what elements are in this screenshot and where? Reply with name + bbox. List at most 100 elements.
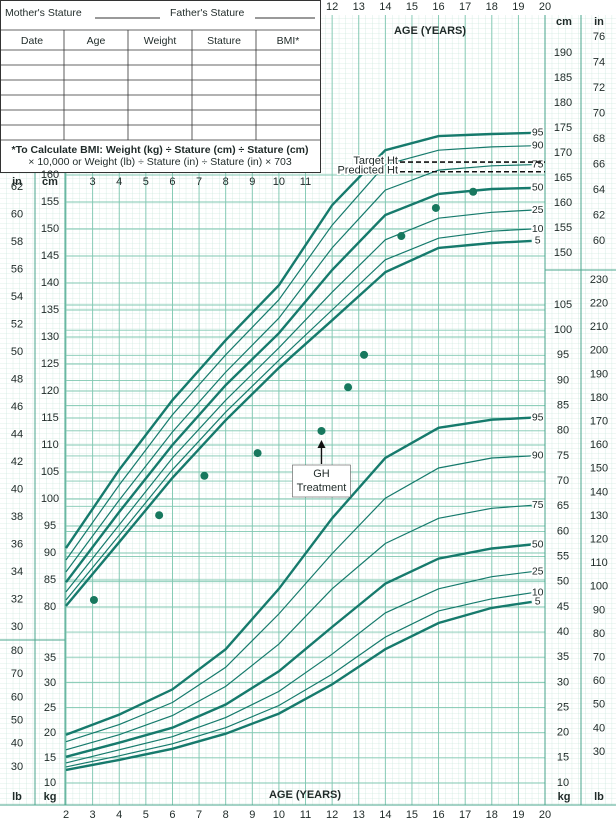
percentile-curve: [65, 228, 532, 601]
y-tick-label: 10: [557, 777, 569, 789]
x-tick-label: 5: [143, 176, 149, 188]
y-tick-label: 72: [593, 82, 605, 94]
y-tick-label: 135: [41, 304, 59, 316]
y-tick-label: 38: [11, 511, 23, 523]
reference-label: Predicted Ht: [337, 165, 398, 177]
y-tick-label: 115: [41, 412, 59, 424]
y-tick-label: 34: [11, 566, 23, 578]
y-tick-label: 40: [593, 722, 605, 734]
percentile-label: 5: [535, 235, 541, 247]
y-tick-label: 70: [557, 475, 569, 487]
x-tick-label: 4: [116, 176, 122, 188]
axis-unit: kg: [558, 791, 571, 803]
y-tick-label: 65: [557, 500, 569, 512]
percentile-label: 10: [532, 587, 544, 599]
y-tick-label: 42: [11, 456, 23, 468]
y-tick-label: 60: [593, 675, 605, 687]
bmi-note: *To Calculate BMI: Weight (kg) ÷ Stature…: [12, 144, 309, 156]
y-tick-label: 80: [44, 601, 56, 613]
patient-point: [431, 203, 440, 212]
x-tick-label: 7: [196, 176, 202, 188]
patient-point: [89, 595, 98, 604]
patient-point: [155, 511, 164, 520]
x-tick-label: 11: [300, 176, 311, 188]
y-tick-label: 25: [44, 702, 56, 714]
axis-unit: in: [594, 16, 604, 28]
y-tick-label: 180: [554, 97, 572, 109]
annotation-box: [292, 464, 351, 498]
y-tick-label: 25: [557, 701, 569, 713]
y-tick-label: 35: [44, 652, 56, 664]
x-tick-label: 17: [459, 1, 471, 13]
y-tick-label: 40: [11, 738, 23, 750]
x-tick-label: 6: [169, 809, 175, 821]
form-box: [0, 0, 321, 173]
y-tick-label: 190: [554, 47, 572, 59]
percentile-label: 50: [532, 538, 544, 550]
column-header: Date: [21, 35, 43, 47]
x-axis-title: AGE (YEARS): [394, 25, 466, 37]
percentile-label: 5: [535, 596, 541, 608]
x-tick-label: 10: [273, 176, 285, 188]
y-tick-label: 30: [44, 677, 56, 689]
y-tick-label: 36: [11, 538, 23, 550]
x-tick-label: 11: [300, 809, 311, 821]
y-tick-label: 80: [557, 425, 569, 437]
patient-point: [317, 426, 326, 435]
annotation-text: GH: [313, 468, 330, 480]
y-tick-label: 60: [11, 208, 23, 220]
y-tick-label: 15: [557, 752, 569, 764]
y-tick-label: 85: [44, 574, 56, 586]
y-tick-label: 95: [557, 349, 569, 361]
y-tick-label: 105: [554, 299, 572, 311]
x-tick-label: 2: [63, 809, 69, 821]
y-tick-label: 120: [590, 534, 608, 546]
y-tick-label: 58: [11, 236, 23, 248]
y-tick-label: 40: [557, 626, 569, 638]
y-tick-label: 60: [593, 235, 605, 247]
y-tick-label: 90: [593, 604, 605, 616]
y-tick-label: 155: [41, 196, 59, 208]
y-tick-label: 50: [11, 715, 23, 727]
y-tick-label: 95: [44, 520, 56, 532]
percentile-label: 25: [532, 565, 544, 577]
column-header: Weight: [144, 35, 177, 47]
y-tick-label: 80: [11, 645, 23, 657]
y-tick-label: 60: [557, 525, 569, 537]
y-tick-label: 30: [11, 621, 23, 633]
y-tick-label: 150: [41, 223, 59, 235]
y-tick-label: 30: [11, 761, 23, 773]
y-tick-label: 85: [557, 400, 569, 412]
percentile-label: 75: [532, 159, 544, 171]
percentile-curve: [65, 131, 532, 549]
x-tick-label: 18: [486, 1, 498, 13]
record-form: Mother's Stature Father's Stature Date A…: [0, 0, 321, 173]
y-tick-label: 62: [593, 209, 605, 221]
percentile-curve: [65, 416, 532, 736]
y-tick-label: 30: [593, 746, 605, 758]
y-tick-label: 110: [590, 557, 608, 569]
column-header: Age: [87, 35, 106, 47]
x-tick-label: 20: [539, 809, 551, 821]
y-tick-label: 170: [590, 416, 608, 428]
axis-unit: cm: [42, 176, 58, 188]
y-tick-label: 190: [590, 368, 608, 380]
patient-point: [397, 232, 406, 241]
patient-point: [253, 449, 262, 458]
percentile-label: 75: [532, 499, 544, 511]
y-tick-label: 120: [41, 385, 59, 397]
y-tick-label: 32: [11, 593, 23, 605]
percentile-label: 90: [532, 450, 544, 462]
y-tick-label: 110: [41, 439, 59, 451]
mother-stature: Mother's Stature: [5, 7, 82, 19]
y-tick-label: 50: [593, 699, 605, 711]
percentile-curve: [65, 455, 532, 743]
x-tick-label: 14: [379, 809, 391, 821]
x-tick-label: 12: [326, 1, 338, 13]
y-tick-label: 70: [593, 652, 605, 664]
x-tick-label: 19: [512, 1, 524, 13]
y-tick-label: 70: [593, 107, 605, 119]
percentile-label: 10: [532, 223, 544, 235]
y-tick-label: 165: [554, 172, 572, 184]
